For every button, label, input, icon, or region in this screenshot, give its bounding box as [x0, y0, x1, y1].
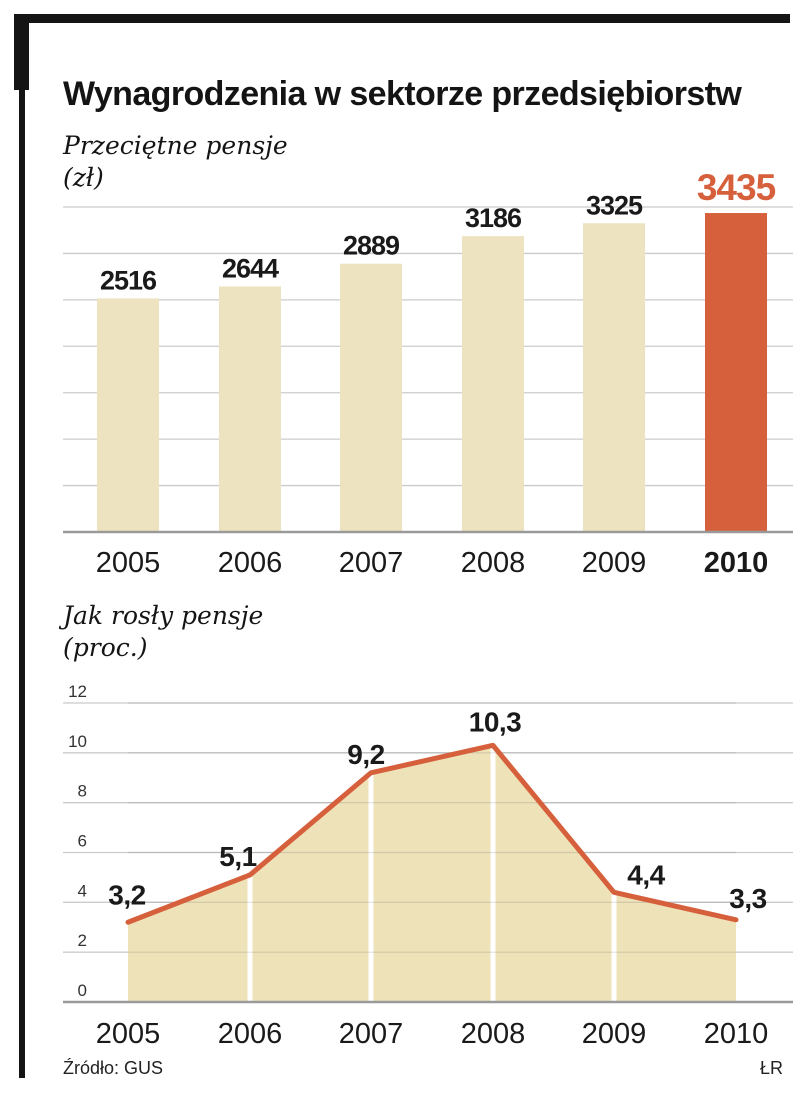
y-tick-label: 8 [78, 782, 87, 801]
point-value-label: 9,2 [347, 739, 384, 770]
year-label-2005: 2005 [96, 547, 161, 579]
y-tick-label: 2 [78, 931, 87, 950]
area-chart-subtitle-text: Jak rosły pensje [63, 601, 264, 630]
year-label-2005: 2005 [96, 1018, 161, 1050]
wage-growth-area-chart: 0 2 4 6 8 10 12 3,2 2005 5,1 2006 9,2 2007 10,3 2008 4,… [63, 682, 793, 1050]
area-chart-subtitle: Jak rosły pensje (proc.) [63, 600, 263, 664]
year-label-2010: 2010 [704, 547, 769, 579]
bar-2009 [583, 223, 645, 532]
point-value-label: 5,1 [219, 841, 256, 872]
year-label-2006: 2006 [218, 547, 283, 579]
bar-2007 [340, 263, 402, 532]
point-value-label: 3,2 [108, 879, 145, 910]
bar-2008 [462, 236, 524, 532]
y-tick-label: 6 [78, 832, 87, 851]
y-tick-label: 0 [78, 981, 87, 1000]
bar-chart-subtitle: Przeciętne pensje (zł) [63, 130, 288, 194]
area-fill [128, 745, 736, 1001]
bar-value-label: 2516 [100, 265, 157, 295]
bar-2006 [219, 286, 281, 532]
bar-chart-unit-label: (zł) [63, 163, 104, 192]
source-note: Źródło: GUS [63, 1058, 164, 1078]
area-chart-unit-label: (proc.) [63, 633, 148, 662]
year-label-2006: 2006 [218, 1018, 283, 1050]
author-credit: ŁR [759, 1058, 783, 1078]
year-label-2008: 2008 [461, 547, 526, 579]
point-value-label: 4,4 [627, 859, 665, 890]
bar-value-label: 3435 [697, 167, 776, 208]
point-value-label: 3,3 [729, 883, 766, 914]
frame-top-bar [14, 14, 790, 23]
point-value-label: 10,3 [469, 706, 522, 737]
bar-value-label: 3186 [465, 203, 522, 233]
year-label-2007: 2007 [339, 1018, 404, 1050]
page-title: Wynagrodzenia w sektorze przedsiębiorstw [63, 74, 742, 113]
y-tick-label: 12 [68, 682, 87, 701]
year-label-2010: 2010 [704, 1018, 769, 1050]
bar-value-label: 2644 [222, 253, 279, 283]
bar-value-label: 3325 [586, 190, 643, 220]
frame-left-line [19, 14, 25, 1078]
trend-line [125, 742, 739, 925]
salary-bar-chart: 2516 2005 2644 2006 2889 2007 3186 2008 3325 2009… [63, 167, 793, 579]
y-tick-label: 4 [78, 881, 87, 900]
bar-value-label: 2889 [343, 231, 400, 261]
year-label-2007: 2007 [339, 547, 404, 579]
year-label-2009: 2009 [582, 1018, 647, 1050]
y-tick-label: 10 [68, 732, 87, 751]
bar-2010 [705, 213, 767, 533]
year-label-2008: 2008 [461, 1018, 526, 1050]
year-label-2009: 2009 [582, 547, 647, 579]
bar-chart-subtitle-text: Przeciętne pensje [63, 131, 288, 160]
bar-2005 [97, 298, 159, 532]
